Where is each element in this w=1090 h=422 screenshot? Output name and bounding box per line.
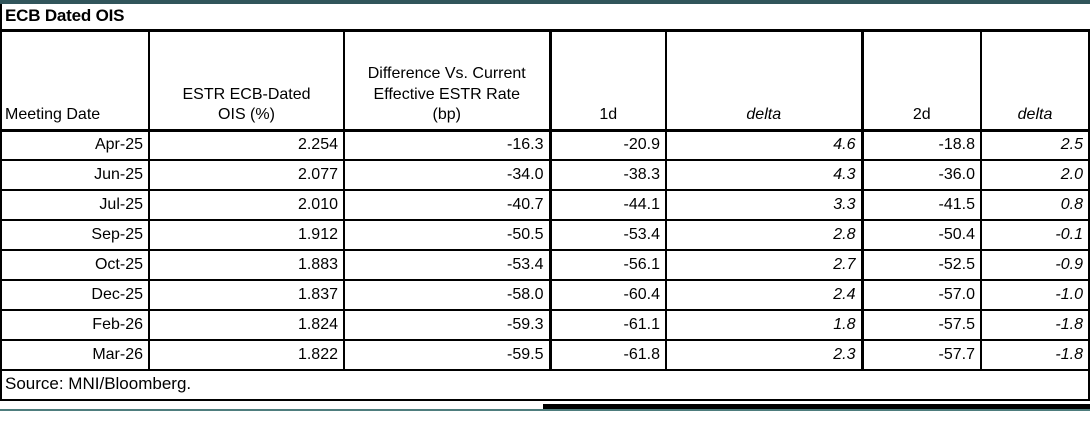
value-cell: -34.0 [343, 159, 551, 191]
value-cell: -50.5 [343, 219, 551, 251]
value-cell: 1.822 [148, 339, 345, 371]
table-row: Oct-25 1.883 -53.4 -56.1 2.7 -52.5 -0.9 [0, 249, 1090, 281]
ecb-dated-ois-table: ECB Dated OIS Meeting Date ESTR ECB-Date… [0, 4, 1090, 401]
bottom-strip [0, 401, 1090, 411]
bottom-accent-line [0, 409, 1090, 411]
value-cell: 4.3 [665, 159, 863, 191]
value-cell: -1.8 [980, 339, 1090, 371]
value-cell: -59.5 [343, 339, 551, 371]
header-delta-2d: delta [980, 29, 1090, 132]
value-cell: -57.7 [860, 339, 982, 371]
value-cell: -61.8 [548, 339, 667, 371]
table-row: Sep-25 1.912 -50.5 -53.4 2.8 -50.4 -0.1 [0, 219, 1090, 251]
header-2d: 2d [860, 29, 982, 132]
meeting-date-cell: Mar-26 [0, 339, 150, 371]
value-cell: -53.4 [343, 249, 551, 281]
value-cell: -0.9 [980, 249, 1090, 281]
value-cell: -20.9 [548, 129, 667, 161]
header-estr-ois: ESTR ECB-Dated OIS (%) [148, 29, 345, 132]
table-title-row: ECB Dated OIS [0, 4, 1089, 32]
value-cell: -16.3 [343, 129, 551, 161]
meeting-date-cell: Feb-26 [0, 309, 150, 341]
value-cell: -52.5 [860, 249, 982, 281]
value-cell: -40.7 [343, 189, 551, 221]
value-cell: 1.883 [148, 249, 345, 281]
value-cell: 2.5 [980, 129, 1090, 161]
meeting-date-cell: Apr-25 [0, 129, 150, 161]
value-cell: 2.3 [665, 339, 863, 371]
value-cell: -61.1 [548, 309, 667, 341]
value-cell: 2.4 [665, 279, 863, 311]
value-cell: 2.7 [665, 249, 863, 281]
value-cell: -38.3 [548, 159, 667, 191]
value-cell: 4.6 [665, 129, 863, 161]
value-cell: -0.1 [980, 219, 1090, 251]
value-cell: -36.0 [860, 159, 982, 191]
value-cell: -44.1 [548, 189, 667, 221]
table-body: Apr-25 2.254 -16.3 -20.9 4.6 -18.8 2.5 Jun-25 2.… [0, 129, 1090, 371]
value-cell: 1.837 [148, 279, 345, 311]
value-cell: 1.912 [148, 219, 345, 251]
value-cell: -1.0 [980, 279, 1090, 311]
meeting-date-cell: Jun-25 [0, 159, 150, 191]
value-cell: 2.254 [148, 129, 345, 161]
header-difference-bp: Difference Vs. Current Effective ESTR Ra… [343, 29, 551, 132]
value-cell: 2.077 [148, 159, 345, 191]
header-delta-1d: delta [665, 29, 863, 132]
table-row: Apr-25 2.254 -16.3 -20.9 4.6 -18.8 2.5 [0, 129, 1090, 161]
meeting-date-cell: Jul-25 [0, 189, 150, 221]
table-row: Feb-26 1.824 -59.3 -61.1 1.8 -57.5 -1.8 [0, 309, 1090, 341]
value-cell: -1.8 [980, 309, 1090, 341]
value-cell: 1.824 [148, 309, 345, 341]
value-cell: -53.4 [548, 219, 667, 251]
value-cell: 2.8 [665, 219, 863, 251]
value-cell: -50.4 [860, 219, 982, 251]
top-accent-bar [0, 0, 1090, 4]
meeting-date-cell: Oct-25 [0, 249, 150, 281]
value-cell: -18.8 [860, 129, 982, 161]
value-cell: -58.0 [343, 279, 551, 311]
table-row: Dec-25 1.837 -58.0 -60.4 2.4 -57.0 -1.0 [0, 279, 1090, 311]
source-row: Source: MNI/Bloomberg. [0, 369, 1090, 401]
meeting-date-cell: Dec-25 [0, 279, 150, 311]
value-cell: 2.0 [980, 159, 1090, 191]
value-cell: -57.5 [860, 309, 982, 341]
value-cell: -60.4 [548, 279, 667, 311]
bottom-black-bar [543, 404, 1090, 410]
table-header-row: Meeting Date ESTR ECB-Dated OIS (%) Diff… [0, 29, 1090, 132]
table-row: Jun-25 2.077 -34.0 -38.3 4.3 -36.0 2.0 [0, 159, 1090, 191]
value-cell: -57.0 [860, 279, 982, 311]
value-cell: -41.5 [860, 189, 982, 221]
value-cell: -59.3 [343, 309, 551, 341]
value-cell: 0.8 [980, 189, 1090, 221]
header-meeting-date: Meeting Date [0, 29, 150, 132]
table-row: Jul-25 2.010 -40.7 -44.1 3.3 -41.5 0.8 [0, 189, 1090, 221]
source-label: Source: MNI/Bloomberg. [0, 369, 1090, 401]
value-cell: 3.3 [665, 189, 863, 221]
table-row: Mar-26 1.822 -59.5 -61.8 2.3 -57.7 -1.8 [0, 339, 1090, 371]
value-cell: 2.010 [148, 189, 345, 221]
meeting-date-cell: Sep-25 [0, 219, 150, 251]
value-cell: -56.1 [548, 249, 667, 281]
value-cell: 1.8 [665, 309, 863, 341]
header-1d: 1d [548, 29, 667, 132]
table-title: ECB Dated OIS [0, 4, 1089, 32]
